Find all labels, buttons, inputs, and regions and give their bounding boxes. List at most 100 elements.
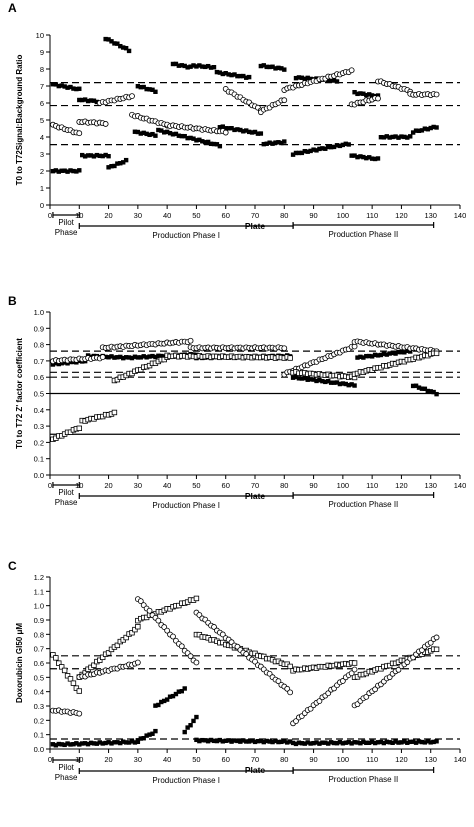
data-point-filled-square bbox=[405, 135, 410, 140]
data-point-filled-square bbox=[349, 741, 354, 746]
data-point-open-circle bbox=[219, 631, 226, 638]
data-point-filled-square bbox=[121, 355, 126, 361]
data-point-filled-square bbox=[343, 381, 348, 387]
x-tick-label: 140 bbox=[454, 755, 467, 764]
data-point-filled-square bbox=[323, 146, 328, 151]
data-point-filled-square bbox=[422, 740, 428, 745]
data-point-filled-square bbox=[343, 141, 348, 147]
data-point-filled-square bbox=[112, 41, 117, 46]
data-point-filled-square bbox=[258, 131, 264, 136]
data-point-filled-square bbox=[393, 351, 398, 356]
data-point-filled-square bbox=[100, 153, 105, 159]
data-point-filled-square bbox=[138, 131, 143, 136]
data-point-filled-square bbox=[56, 169, 61, 174]
data-point-filled-square bbox=[416, 128, 422, 134]
data-point-filled-square bbox=[229, 72, 234, 78]
data-point-open-square bbox=[100, 654, 106, 661]
data-point-filled-square bbox=[112, 163, 117, 169]
data-point-filled-square bbox=[103, 354, 108, 360]
data-point-filled-square bbox=[331, 380, 337, 385]
data-point-filled-square bbox=[431, 739, 436, 745]
x-tick-label: 100 bbox=[337, 481, 350, 490]
y-tick-label: 1.0 bbox=[34, 308, 44, 317]
data-point-open-square bbox=[53, 655, 59, 661]
data-point-filled-square bbox=[153, 354, 158, 360]
data-point-filled-square bbox=[112, 740, 117, 745]
data-point-filled-square bbox=[100, 741, 105, 746]
panel-letter: C bbox=[8, 559, 17, 573]
data-point-open-circle bbox=[293, 718, 299, 725]
x-tick-label: 110 bbox=[366, 755, 378, 764]
data-point-filled-square bbox=[129, 739, 135, 744]
phase-label: Pilot Phase bbox=[55, 763, 78, 782]
data-point-filled-square bbox=[399, 740, 404, 745]
data-point-filled-square bbox=[188, 723, 193, 728]
data-point-filled-square bbox=[431, 389, 436, 395]
data-point-open-square bbox=[73, 685, 80, 691]
data-point-filled-square bbox=[290, 375, 296, 380]
data-point-filled-square bbox=[229, 739, 234, 744]
data-point-filled-square bbox=[337, 143, 343, 149]
data-point-filled-square bbox=[422, 126, 428, 131]
data-point-filled-square bbox=[65, 85, 70, 90]
data-point-filled-square bbox=[241, 73, 246, 79]
x-tick-label: 100 bbox=[337, 755, 350, 764]
data-point-filled-square bbox=[361, 739, 366, 745]
data-point-open-square bbox=[433, 646, 440, 653]
data-point-filled-square bbox=[121, 739, 126, 744]
data-point-filled-square bbox=[135, 738, 141, 743]
x-tick-label: 90 bbox=[309, 755, 317, 764]
data-point-filled-square bbox=[241, 738, 246, 743]
data-point-filled-square bbox=[428, 740, 433, 745]
data-point-filled-square bbox=[328, 77, 334, 83]
data-point-filled-square bbox=[220, 739, 225, 744]
data-point-filled-square bbox=[182, 63, 187, 69]
data-point-filled-square bbox=[53, 82, 59, 87]
data-point-filled-square bbox=[156, 353, 161, 358]
y-tick-label: 0.3 bbox=[34, 702, 44, 711]
data-point-filled-square bbox=[390, 350, 395, 356]
data-point-filled-square bbox=[261, 63, 266, 68]
data-point-filled-square bbox=[326, 379, 331, 384]
data-point-filled-square bbox=[349, 153, 354, 158]
data-point-filled-square bbox=[308, 76, 313, 82]
data-point-filled-square bbox=[367, 92, 372, 97]
data-point-filled-square bbox=[150, 731, 155, 736]
data-point-open-square bbox=[76, 688, 82, 694]
x-tick-label: 100 bbox=[337, 211, 350, 220]
data-point-filled-square bbox=[405, 740, 410, 745]
data-point-filled-square bbox=[59, 168, 64, 173]
data-point-open-circle bbox=[252, 658, 258, 665]
x-tick-label: 20 bbox=[104, 481, 112, 490]
data-point-filled-square bbox=[62, 84, 67, 89]
data-point-filled-square bbox=[285, 740, 290, 745]
data-point-filled-square bbox=[85, 741, 91, 747]
data-point-filled-square bbox=[141, 84, 146, 90]
x-tick-label: 40 bbox=[163, 755, 171, 764]
data-point-filled-square bbox=[229, 126, 234, 131]
data-point-filled-square bbox=[162, 130, 167, 135]
data-point-open-circle bbox=[146, 607, 153, 614]
data-point-filled-square bbox=[334, 741, 340, 746]
data-point-filled-square bbox=[308, 741, 313, 746]
data-point-open-circle bbox=[433, 634, 440, 641]
data-point-filled-square bbox=[352, 740, 357, 745]
y-tick-label: 1 bbox=[40, 184, 44, 193]
data-point-filled-square bbox=[334, 380, 340, 385]
data-point-filled-square bbox=[314, 148, 319, 153]
data-point-filled-square bbox=[314, 740, 319, 745]
data-point-filled-square bbox=[191, 63, 196, 68]
y-tick-label: 0.5 bbox=[34, 390, 44, 399]
data-point-filled-square bbox=[428, 125, 433, 131]
data-point-filled-square bbox=[396, 349, 401, 355]
data-point-filled-square bbox=[185, 725, 190, 730]
data-point-filled-square bbox=[170, 693, 176, 699]
data-point-open-circle bbox=[372, 686, 378, 693]
y-tick-label: 3 bbox=[40, 150, 44, 159]
x-tick-label: 30 bbox=[134, 211, 142, 220]
data-point-open-circle bbox=[375, 95, 381, 102]
data-point-filled-square bbox=[355, 355, 360, 360]
x-tick-label: 70 bbox=[251, 755, 259, 764]
data-point-filled-square bbox=[408, 349, 413, 354]
